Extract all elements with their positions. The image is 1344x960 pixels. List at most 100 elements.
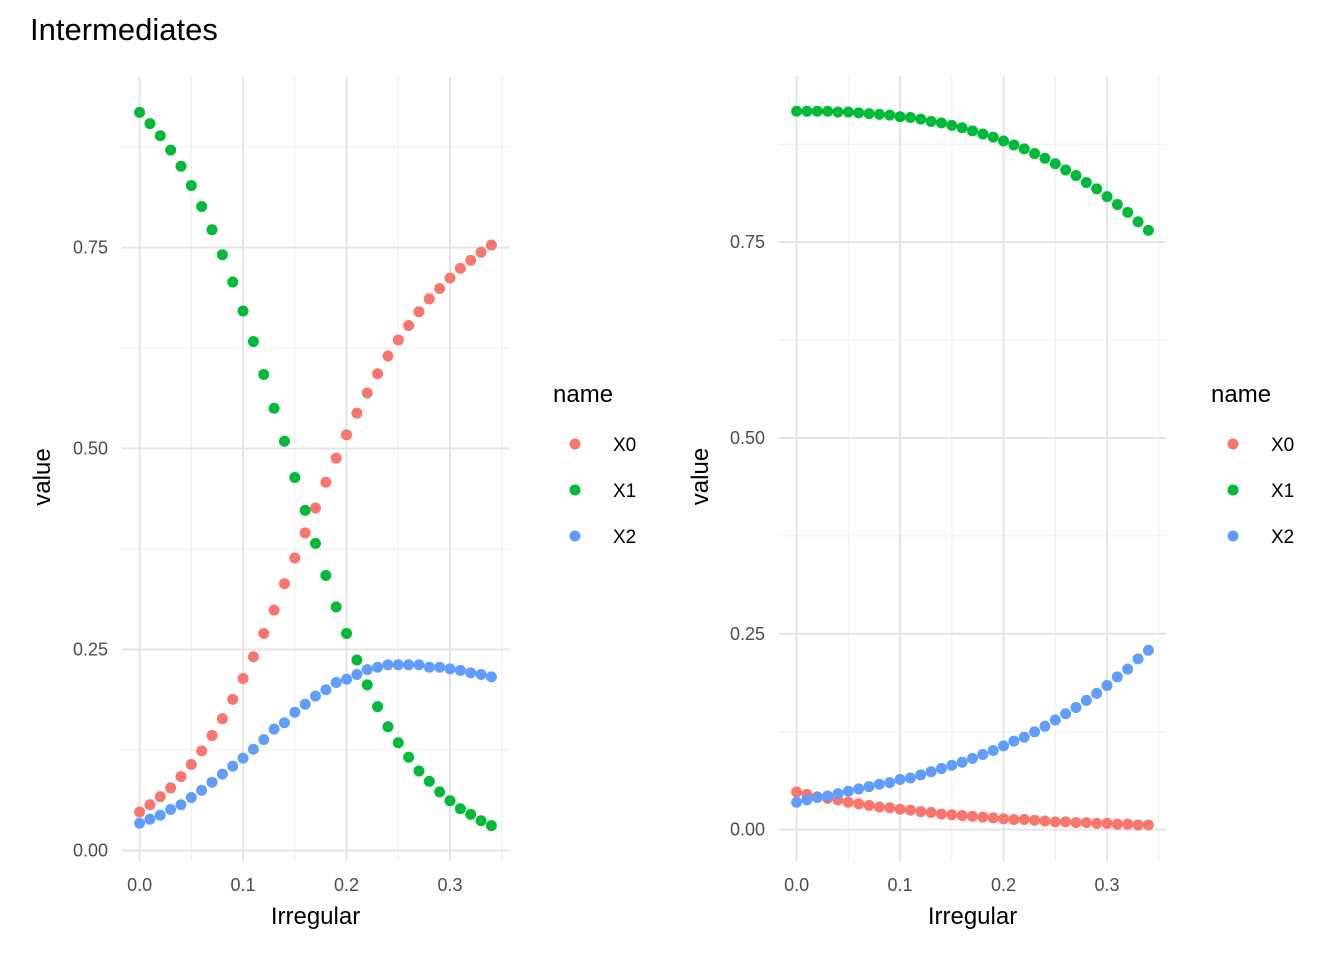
data-point-x1 [915,113,927,125]
data-point-x1 [1008,139,1020,151]
legend-label: X1 [1271,481,1294,502]
legend-key-x0 [569,438,581,450]
data-point-x1 [392,737,404,749]
data-point-x1 [884,109,896,121]
data-point-x2 [956,756,968,768]
data-point-x2 [1070,701,1082,713]
data-point-x2 [1039,720,1051,732]
data-point-x0 [1142,819,1154,831]
y-tick-label: 0.50 [73,438,108,458]
data-point-x0 [1132,819,1144,831]
data-point-x0 [987,812,999,824]
data-point-x0 [791,786,803,798]
data-point-x0 [894,803,906,815]
data-point-x1 [351,654,363,666]
data-point-x0 [1029,814,1041,826]
data-point-x2 [372,661,384,673]
data-point-x0 [1018,813,1030,825]
data-point-x0 [842,796,854,808]
data-point-x0 [1111,818,1123,830]
legend-key-x1 [569,484,581,496]
data-point-x2 [196,784,208,796]
data-point-x2 [1080,694,1092,706]
data-point-x2 [216,768,228,780]
x-tick-label: 0.3 [438,875,463,895]
legend-label: X2 [1271,527,1294,548]
data-point-x1 [832,106,844,118]
data-point-x1 [1049,158,1061,170]
data-point-x2 [299,698,311,710]
data-point-x1 [1111,198,1123,210]
data-point-x2 [185,791,197,803]
x-tick-label: 0.3 [1095,875,1120,895]
data-point-x2 [268,723,280,735]
data-point-x0 [956,810,968,822]
data-point-x1 [320,570,332,582]
data-point-x1 [444,795,456,807]
data-point-x1 [904,112,916,124]
data-point-x1 [382,721,394,733]
data-point-x2 [1132,653,1144,665]
data-point-x0 [873,801,885,813]
data-point-x2 [987,745,999,757]
x-axis-label: Irregular [271,903,360,930]
data-point-x0 [392,334,404,346]
data-point-x2 [935,763,947,775]
data-point-x2 [1111,671,1123,683]
data-point-x0 [185,759,197,771]
data-point-x1 [842,106,854,118]
data-point-x0 [998,813,1010,825]
legend-label: X1 [613,481,636,502]
data-point-x0 [967,810,978,822]
data-point-x0 [227,693,239,705]
data-point-x2 [134,817,146,829]
x-tick-label: 0.2 [334,875,359,895]
data-point-x0 [977,811,989,823]
data-point-x1 [330,601,342,613]
data-point-x2 [791,796,803,808]
legend-label: X0 [1271,435,1294,456]
data-point-x1 [1018,143,1030,155]
data-point-x1 [822,105,834,117]
data-point-x2 [1060,708,1072,720]
data-point-x0 [351,407,363,419]
data-point-x1 [811,105,823,117]
data-point-x2 [278,717,290,729]
data-point-x2 [894,774,906,786]
data-point-x1 [237,305,249,317]
data-point-x2 [485,671,497,683]
data-point-x2 [413,659,425,671]
data-point-x2 [475,668,487,680]
right-panel: 0.0 0.1 0.2 0.3 0.00 0.25 0.50 0.75 Irregular val… [687,76,1294,930]
data-point-x0 [935,808,947,820]
data-point-x1 [413,765,425,777]
data-point-x0 [403,319,415,331]
y-tick-label: 0.75 [73,237,108,257]
data-point-x2 [341,673,353,685]
x-tick-label: 0.2 [991,875,1016,895]
data-point-x0 [1070,817,1082,829]
data-point-x1 [268,402,280,414]
x-tick-label: 0.1 [888,875,913,895]
data-point-x2 [884,777,896,789]
y-tick-label: 0.25 [730,624,765,644]
data-point-x1 [258,369,270,381]
x-axis-label: Irregular [928,903,1017,930]
data-point-x1 [361,679,373,691]
legend-key-x2 [569,530,581,542]
data-point-x0 [1039,815,1051,827]
data-point-x2 [853,783,865,795]
data-point-x2 [144,813,156,825]
data-point-x2 [1029,726,1041,738]
data-point-x1 [403,751,415,763]
data-point-x0 [465,254,477,266]
legend-key-x0 [1227,438,1239,450]
data-point-x2 [1122,663,1134,675]
data-point-x2 [237,752,249,764]
data-point-x1 [175,160,187,172]
data-point-x1 [977,128,989,140]
y-axis-label: value [687,448,714,505]
y-tick-label: 0.25 [73,640,108,660]
data-point-x1 [863,108,875,120]
